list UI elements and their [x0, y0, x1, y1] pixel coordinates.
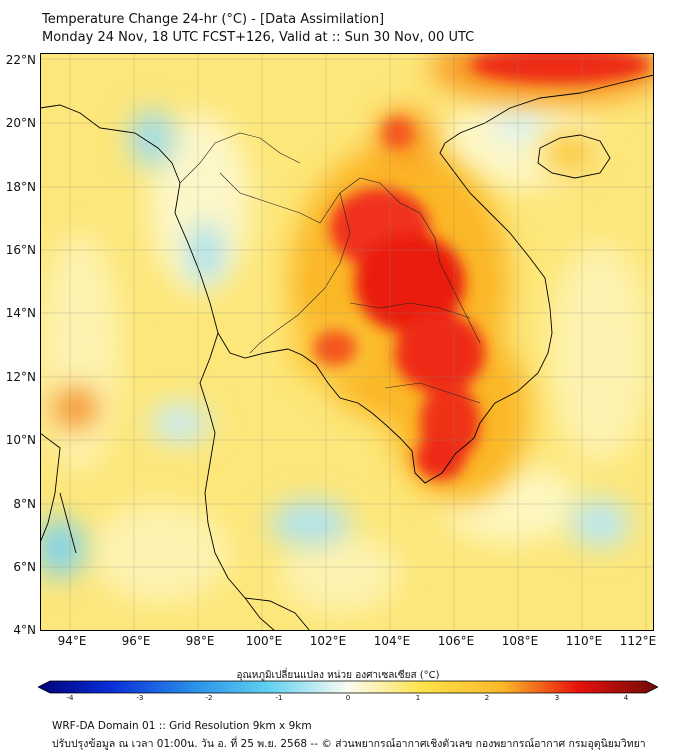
- lat-label-6n: 6°N: [13, 560, 36, 574]
- border-outlines: [179, 132, 481, 404]
- lon-label-98e: 98°E: [185, 634, 215, 648]
- lat-label-12n: 12°N: [5, 370, 36, 384]
- map-title: Temperature Change 24-hr (°C) - [Data As…: [42, 12, 385, 27]
- temperature-change-map: [40, 53, 654, 631]
- colorbar-tick: 1: [415, 694, 421, 702]
- field-hot-layer: [313, 53, 650, 480]
- colorbar-tick: 2: [484, 694, 490, 702]
- colorbar-tick: -3: [136, 694, 144, 702]
- colorbar-tick: 3: [554, 694, 560, 702]
- map-subtitle: Monday 24 Nov, 18 UTC FCST+126, Valid at…: [42, 30, 475, 45]
- lat-label-10n: 10°N: [5, 433, 36, 447]
- footer-update-info: ปรับปรุงข้อมูล ณ เวลา 01:00น. วัน อ. ที่…: [52, 738, 646, 750]
- lon-label-106e: 106°E: [437, 634, 475, 648]
- colorbar: [38, 680, 658, 694]
- colorbar-tick: 4: [623, 694, 629, 702]
- lat-label-20n: 20°N: [5, 116, 36, 130]
- lon-label-100e: 100°E: [245, 634, 283, 648]
- colorbar-tick: -4: [66, 694, 74, 702]
- lon-label-96e: 96°E: [121, 634, 151, 648]
- lat-label-22n: 22°N: [5, 53, 36, 67]
- field-cool-layer: [40, 105, 630, 578]
- lat-label-14n: 14°N: [5, 306, 36, 320]
- colorbar-tick: 0: [345, 694, 351, 702]
- lat-label-16n: 16°N: [5, 243, 36, 257]
- lon-label-112e: 112°E: [619, 634, 657, 648]
- lon-label-102e: 102°E: [309, 634, 347, 648]
- lat-label-18n: 18°N: [5, 180, 36, 194]
- map-panel: [40, 53, 654, 631]
- footer-model-info: WRF-DA Domain 01 :: Grid Resolution 9km …: [52, 720, 312, 732]
- lon-label-108e: 108°E: [501, 634, 539, 648]
- colorbar-tick: -2: [205, 694, 213, 702]
- map-frame: [40, 53, 654, 631]
- graticule: [40, 53, 654, 631]
- lon-label-104e: 104°E: [373, 634, 411, 648]
- lon-label-94e: 94°E: [57, 634, 87, 648]
- colorbar-title: อุณหภูมิเปลี่ยนแปลง หน่วย องศาเซลเซียส (…: [236, 670, 440, 681]
- lat-label-8n: 8°N: [13, 497, 36, 511]
- colorbar-gradient: [38, 680, 658, 694]
- lon-label-110e: 110°E: [565, 634, 603, 648]
- colorbar-tick: -1: [275, 694, 283, 702]
- lat-label-4n: 4°N: [13, 623, 36, 637]
